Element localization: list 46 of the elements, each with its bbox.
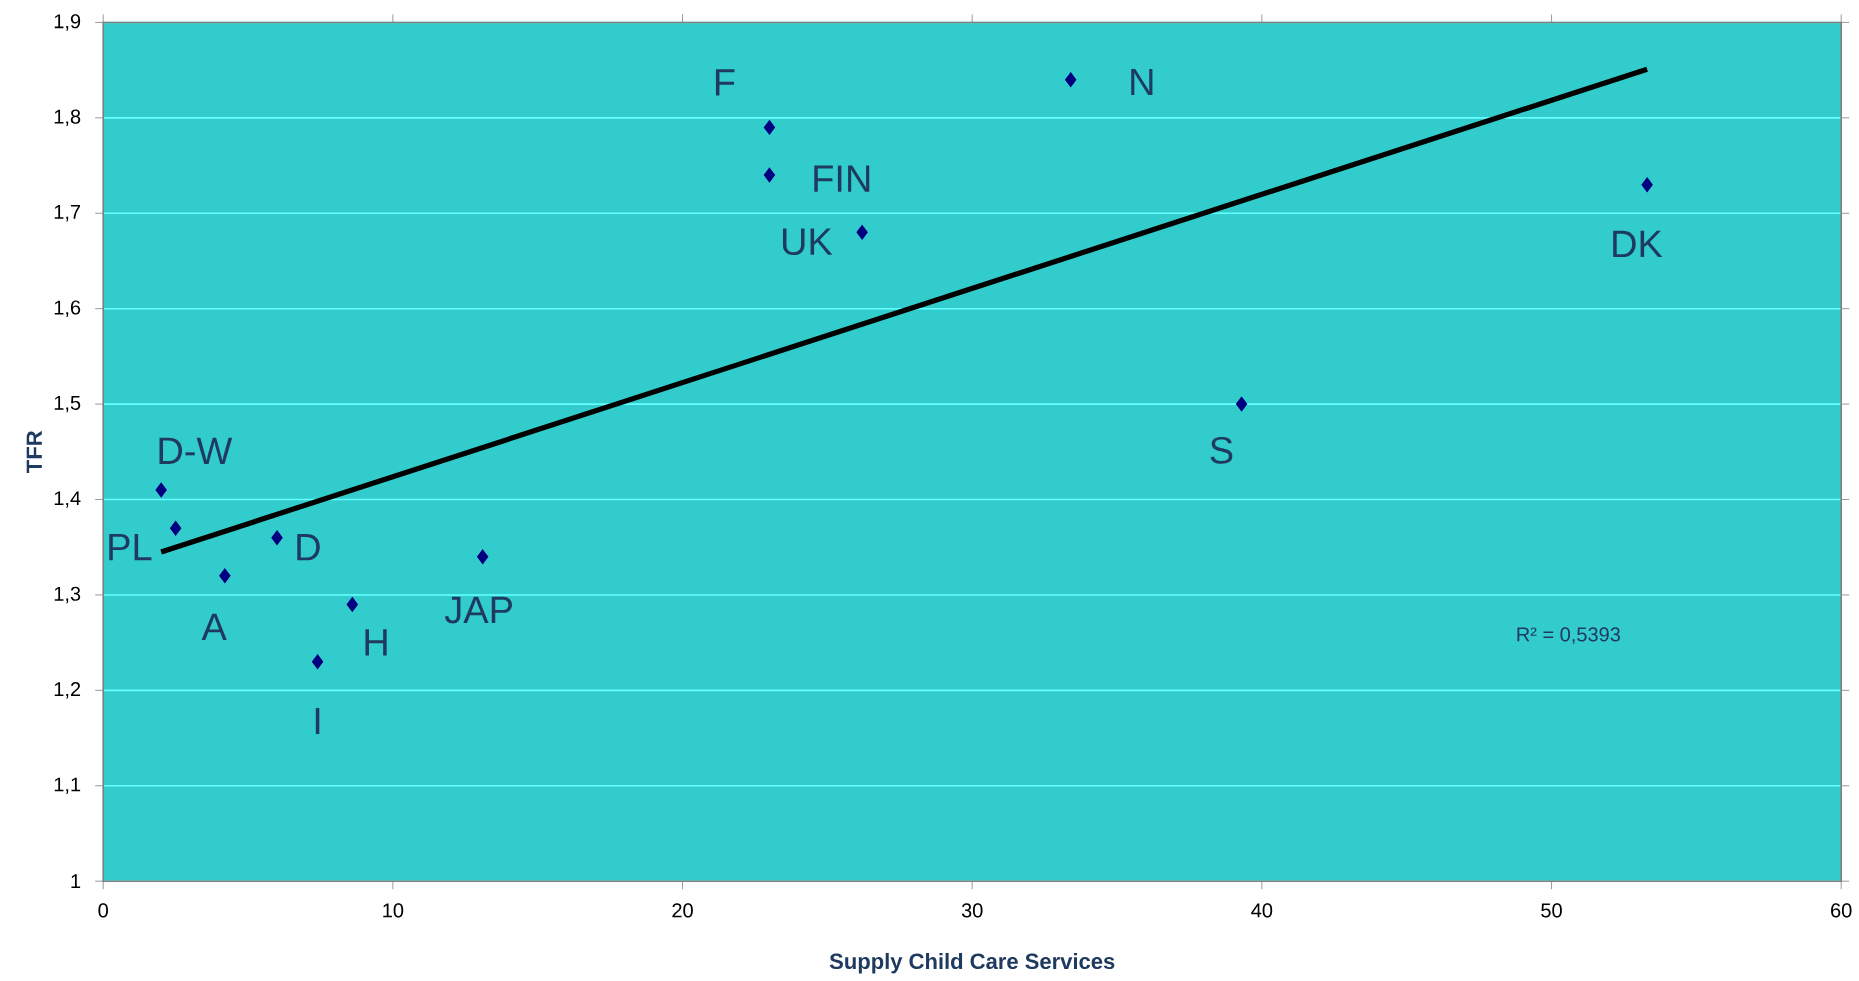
point (219, 568, 231, 584)
x-axis-title: Supply Child Care Services (829, 952, 1115, 974)
annotation: H (365, 629, 387, 656)
y-tick-label: 1,4 (54, 491, 81, 508)
annotation: D-W (159, 437, 233, 464)
annotation: R² = 0,5393 (1517, 627, 1620, 644)
x-tick-label: 60 (1831, 903, 1852, 918)
annotation: JAP (444, 596, 512, 624)
point (346, 597, 358, 612)
annotation: N (1131, 68, 1153, 96)
annotation: D (297, 534, 320, 561)
point (170, 520, 182, 536)
point (311, 654, 324, 669)
y-tick-label: 1,2 (54, 682, 81, 699)
point (1065, 72, 1077, 87)
x-tick-label: 20 (672, 903, 693, 918)
point (477, 549, 489, 564)
x-tick-label: 10 (383, 903, 404, 918)
annotation: FIN (814, 165, 870, 192)
x-tick-label: 0 (98, 903, 108, 918)
point (763, 167, 776, 183)
annotation: DK (1613, 230, 1663, 257)
point (856, 225, 868, 240)
x-tick-label: 50 (1541, 903, 1562, 918)
y-tick-label: 1,5 (54, 395, 81, 413)
annotation: A (201, 613, 227, 640)
point (155, 482, 167, 498)
annotation: F (715, 69, 735, 96)
annotation: PL (109, 534, 152, 561)
point (1641, 177, 1653, 192)
annotation: S (1210, 436, 1233, 464)
y-tick-label: 1,1 (54, 777, 81, 794)
x-tick-label: 40 (1251, 903, 1273, 918)
point (271, 530, 283, 545)
y-tick-label: 1,9 (54, 14, 81, 31)
y-tick-label: 1,8 (54, 109, 81, 127)
y-tick-label: 1,7 (54, 205, 81, 222)
point (1235, 396, 1248, 412)
annotation: I (315, 707, 320, 735)
point (763, 120, 776, 135)
y-tick-label: 1 (71, 874, 81, 889)
y-axis-title: TFR (26, 430, 42, 473)
y-tick-label: 1,3 (54, 586, 81, 604)
x-tick-label: 30 (961, 903, 983, 918)
y-tick-label: 1,6 (54, 300, 81, 317)
annotation: UK (782, 228, 833, 256)
